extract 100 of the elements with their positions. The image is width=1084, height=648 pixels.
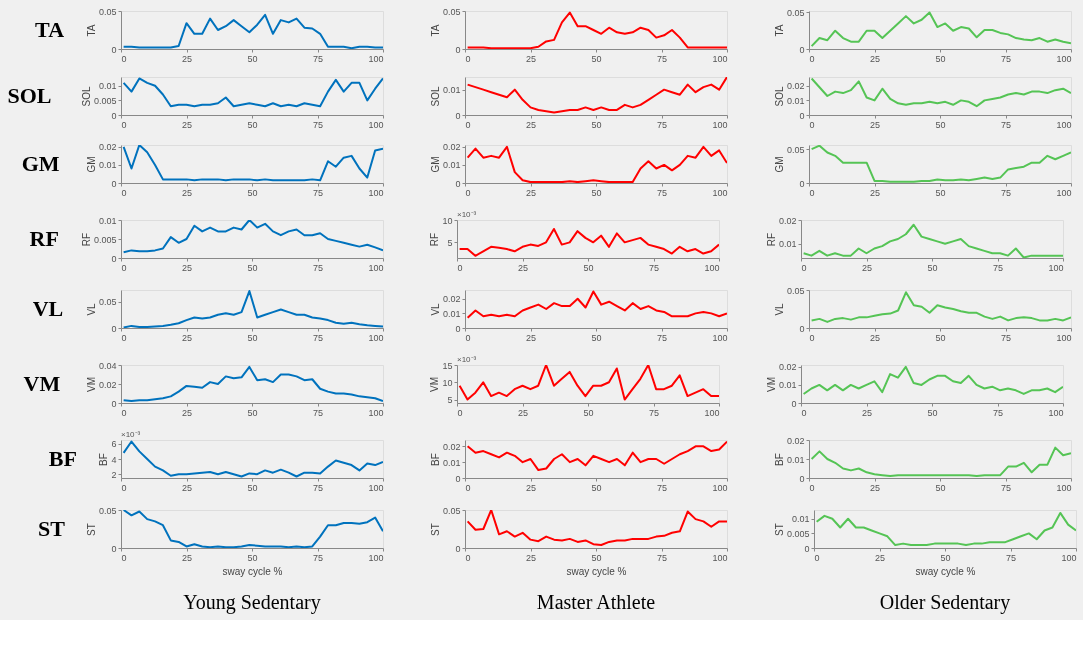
y-tick-label: 0.02 [442,294,461,305]
y-tick-label: 0 [799,473,805,484]
x-tick-label: 25 [181,332,193,343]
x-tick-label: 100 [704,407,720,418]
x-tick-label: 25 [181,187,193,198]
y-axis-title: VM [765,377,777,392]
y-axis-title: ST [85,523,97,536]
chart-title: ST [38,516,66,541]
y-axis-title: SOL [429,86,441,107]
y-axis-title: TA [85,24,97,37]
chart-title: VL [32,296,64,321]
x-tick-label: 75 [648,262,660,273]
x-tick-label: 75 [1005,552,1017,563]
y-tick-label: 0.05 [786,285,805,296]
line-series [802,223,1063,258]
x-tick-label: 0 [121,332,127,343]
line-series [802,365,1063,395]
x-tick-label: 50 [247,187,258,198]
x-tick-label: 0 [121,552,127,563]
x-tick-label: 100 [1048,262,1064,273]
x-tick-label: 75 [656,53,668,64]
y-tick-label: 0 [799,110,805,121]
line-series [122,290,383,328]
y-tick-label: 0.005 [93,95,117,106]
x-tick-label: 50 [247,407,258,418]
x-tick-label: 100 [368,187,384,198]
y-tick-label: 0.02 [778,215,797,226]
y-tick-label: 0.01 [98,160,117,171]
y-axis-title: BF [773,453,785,466]
y-tick-label: 0 [455,178,461,189]
x-tick-label: 25 [181,53,193,64]
line-series [122,77,383,108]
x-tick-label: 25 [181,482,193,493]
x-tick-label: 25 [525,482,537,493]
x-tick-label: 0 [121,187,127,198]
x-tick-label: 25 [869,482,881,493]
line-series [466,440,727,472]
y-tick-label: 0 [111,178,117,189]
x-tick-label: 75 [312,187,324,198]
y-axis-title: ST [773,523,785,536]
y-tick-label: 0 [455,543,461,554]
y-axis-title: RF [765,232,777,247]
x-tick-label: 75 [1000,119,1012,130]
line-series [122,365,383,403]
x-tick-label: 75 [312,482,324,493]
x-tick-label: 100 [1056,482,1072,493]
y-axis-title: BF [429,453,441,466]
x-tick-label: 75 [648,407,660,418]
x-tick-label: 50 [935,187,946,198]
x-tick-label: 50 [935,332,946,343]
x-tick-label: 50 [247,482,258,493]
line-series [466,145,727,183]
x-tick-label: 75 [656,187,668,198]
y-tick-label: 2 [111,469,117,480]
chart-title: TA [35,17,65,42]
x-tick-label: 50 [247,119,258,130]
x-tick-label: 0 [465,187,471,198]
x-tick-label: 75 [312,407,324,418]
x-tick-label: 0 [465,552,471,563]
x-tick-label: 25 [869,119,881,130]
y-axis-title: VL [773,302,785,316]
x-tick-label: 50 [935,53,946,64]
x-tick-label: 0 [465,332,471,343]
y-tick-label: 0 [111,323,117,334]
x-tick-label: 100 [1056,119,1072,130]
y-tick-label: 4 [111,454,117,465]
y-axis-title: VL [85,302,97,316]
line-series [122,440,383,478]
x-tick-label: 75 [1000,332,1012,343]
x-tick-label: 0 [465,119,471,130]
y-axis-title: TA [429,24,441,37]
x-tick-label: 100 [1056,187,1072,198]
y-axis-title: GM [85,156,97,173]
y-tick-label: 0 [799,323,805,334]
x-tick-label: 25 [869,187,881,198]
x-tick-label: 100 [368,119,384,130]
x-tick-label: 100 [368,332,384,343]
text: Master Athlete [536,591,656,613]
x-tick-label: 75 [656,119,668,130]
x-tick-label: 0 [814,552,820,563]
x-tick-label: 100 [712,332,728,343]
x-tick-label: 100 [368,262,384,273]
x-tick-label: 25 [525,53,537,64]
y-tick-label: 0.01 [778,239,797,250]
x-tick-label: 100 [712,187,728,198]
x-tick-label: 50 [591,332,602,343]
y-tick-label: 0 [111,110,117,121]
y-tick-label: 0.05 [98,6,117,17]
x-tick-label: 50 [591,552,602,563]
x-tick-label: 100 [368,53,384,64]
y-tick-label: 0 [111,398,117,409]
x-tick-label: 50 [591,53,602,64]
line-series [810,291,1071,323]
y-tick-label: 0.01 [791,514,810,525]
text: Young Sedentary [183,591,321,614]
y-tick-label: 0.01 [786,95,805,106]
chart-title: VM [23,371,61,396]
x-tick-label: 75 [1000,187,1012,198]
y-axis-title: VL [429,302,441,316]
x-tick-label: 100 [1048,407,1064,418]
